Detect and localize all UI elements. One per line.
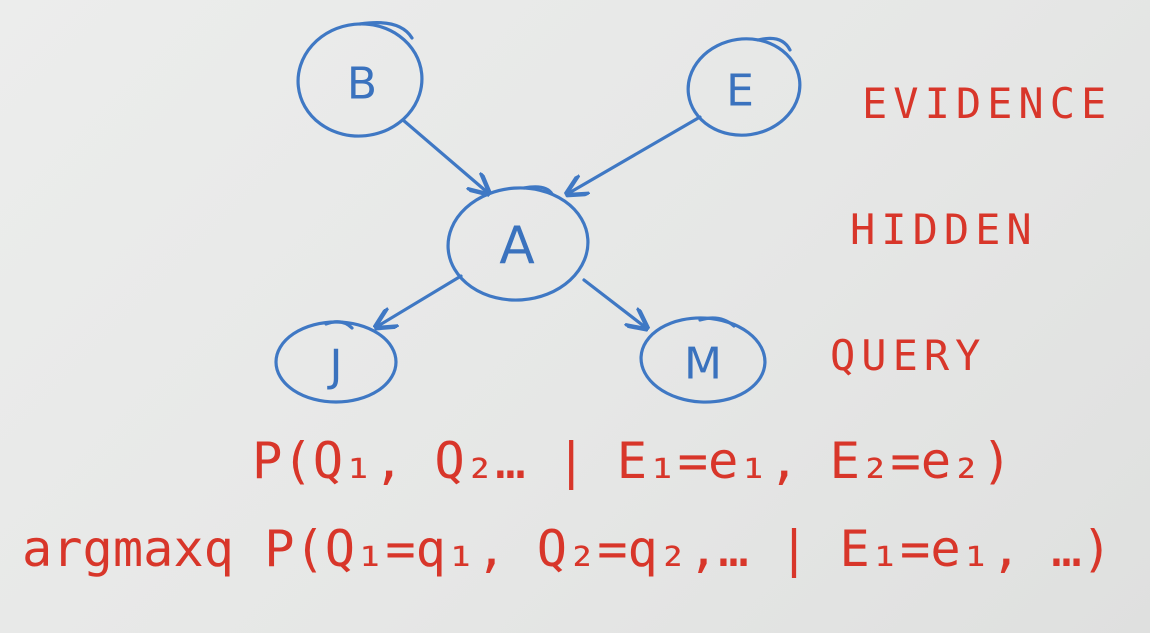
- node-a-label: A: [499, 216, 535, 276]
- evidence-label: EVIDENCE: [862, 79, 1112, 128]
- node-b: B: [296, 21, 424, 138]
- edge-e-to-a: [569, 115, 702, 193]
- node-e: E: [686, 36, 802, 137]
- edge-a-to-m: [582, 278, 645, 327]
- edge-b-to-a: [401, 118, 487, 192]
- node-m-label: M: [684, 339, 722, 390]
- node-b-label: B: [347, 59, 377, 110]
- node-a: A: [446, 185, 590, 302]
- joint-query-formula: P(Q₁, Q₂… | E₁=e₁, E₂=e₂): [252, 432, 1012, 490]
- hidden-label: HIDDEN: [850, 205, 1038, 254]
- node-j: J: [274, 320, 398, 404]
- query-label: QUERY: [830, 331, 986, 380]
- node-m: M: [639, 316, 767, 404]
- node-e-label: E: [726, 66, 754, 117]
- argmax-formula: argmaxq P(Q₁=q₁, Q₂=q₂,… | E₁=e₁, …): [22, 520, 1112, 578]
- node-j-label: J: [327, 341, 343, 392]
- edge-a-to-j: [378, 274, 463, 326]
